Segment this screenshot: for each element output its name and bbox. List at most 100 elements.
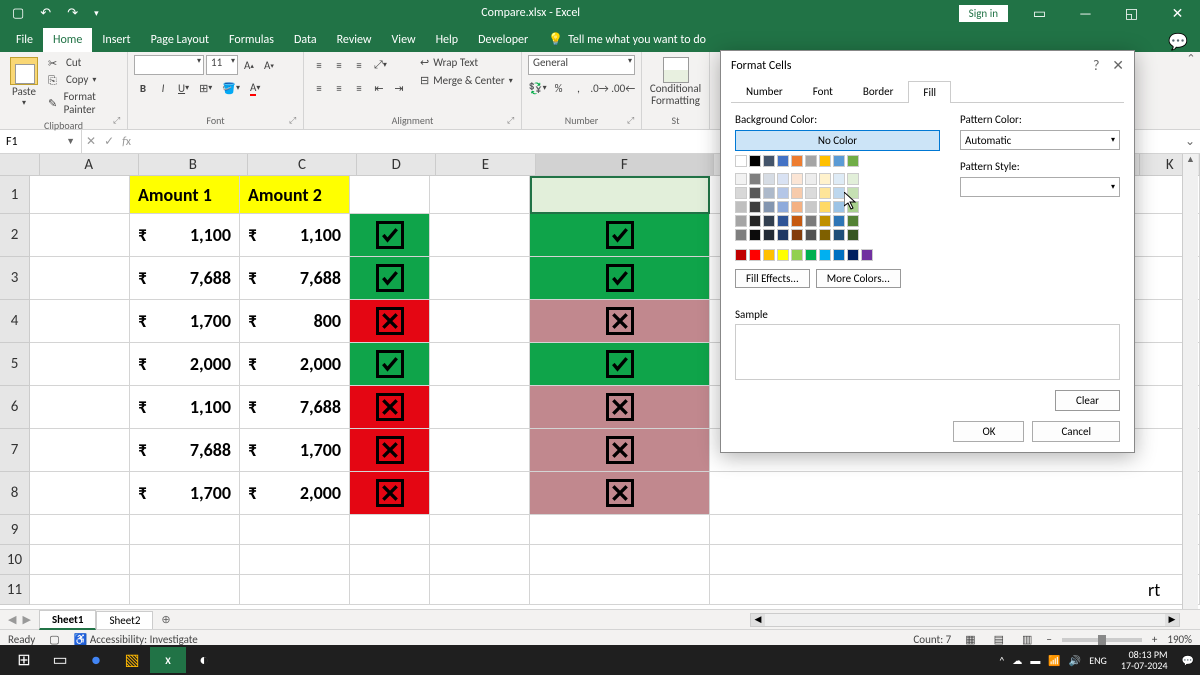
merge-center-button[interactable]: ⊟ Merge & Center ▾	[418, 73, 515, 88]
cell-amount1[interactable]: ₹2,000	[130, 343, 240, 386]
number-launcher-icon[interactable]: ⤢	[627, 115, 639, 127]
align-right-icon[interactable]: ≡	[350, 78, 368, 98]
tab-data[interactable]: Data	[284, 28, 327, 52]
row-header-7[interactable]: 7	[0, 429, 30, 472]
color-swatch[interactable]	[777, 215, 789, 227]
sheet-tab-2[interactable]: Sheet2	[96, 611, 153, 629]
pattern-style-combo[interactable]: ▾	[960, 177, 1120, 197]
horizontal-scrollbar[interactable]: ◀ ▶	[750, 613, 1180, 627]
fx-icon[interactable]: fx	[122, 135, 131, 149]
color-swatch[interactable]	[819, 201, 831, 213]
underline-button[interactable]: U ▾	[174, 78, 193, 98]
cell[interactable]	[430, 429, 530, 472]
orientation-icon[interactable]: ⤢ ▾	[370, 55, 391, 75]
maximize-icon[interactable]: ◱	[1109, 0, 1154, 26]
color-swatch[interactable]	[819, 249, 831, 261]
color-swatch[interactable]	[847, 155, 859, 167]
status-cell[interactable]	[530, 386, 710, 429]
status-cell[interactable]	[530, 429, 710, 472]
dialog-tab-fill[interactable]: Fill	[908, 81, 951, 103]
cell-amount2[interactable]: ₹800	[240, 300, 350, 343]
row-header-2[interactable]: 2	[0, 214, 30, 257]
tab-view[interactable]: View	[382, 28, 426, 52]
color-swatch[interactable]	[819, 155, 831, 167]
show-hidden-icon[interactable]: ^	[999, 654, 1004, 667]
cell[interactable]	[530, 515, 710, 545]
color-swatch[interactable]	[763, 215, 775, 227]
cell-amount1[interactable]: ₹1,700	[130, 472, 240, 515]
select-all-corner[interactable]	[0, 154, 40, 176]
decrease-font-icon[interactable]: A▾	[260, 55, 278, 75]
undo-icon[interactable]: ↶	[36, 6, 55, 21]
onedrive-icon[interactable]: ☁	[1012, 654, 1022, 667]
color-swatch[interactable]	[763, 155, 775, 167]
wrap-text-button[interactable]: ↩ Wrap Text	[418, 55, 515, 70]
close-icon[interactable]: ✕	[1155, 0, 1200, 26]
row-header-9[interactable]: 9	[0, 515, 30, 545]
cell[interactable]	[530, 545, 710, 575]
color-swatch[interactable]	[847, 173, 859, 185]
color-swatch[interactable]	[735, 229, 747, 241]
color-swatch[interactable]	[735, 155, 747, 167]
fill-color-button[interactable]: 🪣 ▾	[218, 78, 244, 98]
row-header-4[interactable]: 4	[0, 300, 30, 343]
color-swatch[interactable]	[861, 249, 873, 261]
align-middle-icon[interactable]: ≡	[330, 55, 348, 75]
align-center-icon[interactable]: ≡	[330, 78, 348, 98]
col-header-E[interactable]: E	[436, 154, 535, 176]
task-view-icon[interactable]: ▭	[42, 647, 78, 673]
row-header-11[interactable]: 11	[0, 575, 30, 605]
tab-review[interactable]: Review	[327, 28, 382, 52]
cell[interactable]	[130, 545, 240, 575]
fill-effects-button[interactable]: Fill Effects...	[735, 269, 810, 288]
row-header-10[interactable]: 10	[0, 545, 30, 575]
cell[interactable]	[430, 257, 530, 300]
cell[interactable]	[130, 515, 240, 545]
row-header-5[interactable]: 5	[0, 343, 30, 386]
status-cell[interactable]	[350, 343, 430, 386]
cell-amount2[interactable]: ₹7,688	[240, 386, 350, 429]
paste-button[interactable]: Paste ▾	[6, 55, 42, 117]
color-swatch[interactable]	[819, 173, 831, 185]
chrome-icon[interactable]: ●	[78, 647, 114, 673]
tab-page-layout[interactable]: Page Layout	[141, 28, 219, 52]
color-swatch[interactable]	[763, 187, 775, 199]
cell[interactable]	[430, 545, 530, 575]
cancel-formula-icon[interactable]: ✕	[86, 134, 96, 149]
sheet-nav-prev-icon[interactable]: ◀	[8, 613, 16, 626]
enter-formula-icon[interactable]: ✓	[104, 134, 114, 149]
font-launcher-icon[interactable]: ⤢	[289, 115, 301, 127]
dialog-help-icon[interactable]: ?	[1093, 57, 1100, 74]
cell[interactable]	[430, 343, 530, 386]
color-swatch[interactable]	[819, 215, 831, 227]
color-swatch[interactable]	[777, 249, 789, 261]
explorer-icon[interactable]: ▧	[114, 647, 150, 673]
cell-amount1[interactable]: ₹1,700	[130, 300, 240, 343]
color-swatch[interactable]	[749, 201, 761, 213]
volume-icon[interactable]: 🔊	[1069, 654, 1081, 667]
align-top-icon[interactable]: ≡	[310, 55, 328, 75]
obs-icon[interactable]: ◐	[186, 647, 222, 673]
color-swatch[interactable]	[847, 201, 859, 213]
color-swatch[interactable]	[791, 249, 803, 261]
alignment-launcher-icon[interactable]: ⤢	[507, 115, 519, 127]
comma-format-icon[interactable]: ,	[570, 78, 588, 98]
collapse-ribbon-icon[interactable]: ⌃	[1182, 52, 1200, 129]
number-format-combo[interactable]: General▾	[528, 55, 635, 75]
cell[interactable]	[430, 300, 530, 343]
align-bottom-icon[interactable]: ≡	[350, 55, 368, 75]
clear-button[interactable]: Clear	[1055, 390, 1120, 411]
color-swatch[interactable]	[791, 201, 803, 213]
notifications-icon[interactable]: 💬	[1182, 654, 1194, 667]
cell[interactable]	[350, 176, 430, 214]
cell-amount2[interactable]: ₹2,000	[240, 343, 350, 386]
dialog-close-icon[interactable]: ✕	[1112, 57, 1124, 74]
status-cell[interactable]	[350, 386, 430, 429]
cell[interactable]	[30, 257, 130, 300]
color-swatch[interactable]	[777, 229, 789, 241]
decrease-decimal-icon[interactable]: .00←	[611, 78, 635, 98]
cell[interactable]	[710, 515, 1140, 545]
status-cell[interactable]	[530, 257, 710, 300]
color-swatch[interactable]	[791, 215, 803, 227]
status-cell[interactable]	[350, 429, 430, 472]
